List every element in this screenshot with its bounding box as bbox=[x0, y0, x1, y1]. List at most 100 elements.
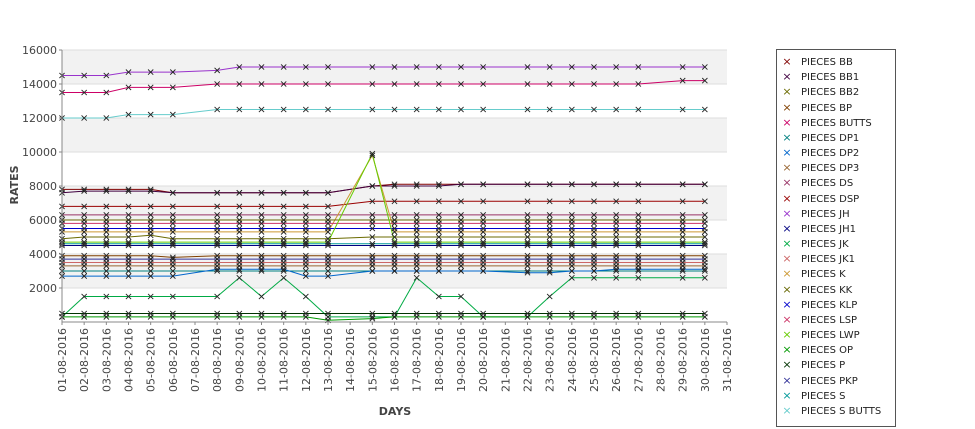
data-point-marker bbox=[458, 234, 464, 240]
data-point-marker bbox=[435, 64, 442, 70]
data-point-marker bbox=[480, 234, 487, 240]
data-point-marker bbox=[302, 310, 309, 317]
data-point-marker bbox=[568, 106, 575, 113]
data-point-marker bbox=[236, 268, 243, 274]
legend-marker-icon: × bbox=[782, 130, 792, 144]
x-tick-label: 16-08-2016 bbox=[389, 328, 402, 392]
data-point-marker bbox=[635, 225, 642, 232]
data-point-marker bbox=[236, 189, 243, 196]
data-point-marker bbox=[524, 198, 531, 205]
data-point-marker bbox=[369, 211, 376, 218]
data-point-marker bbox=[613, 64, 620, 70]
data-point-marker bbox=[280, 64, 287, 70]
data-point-marker bbox=[458, 256, 464, 263]
legend-item: × PIECES DP1 bbox=[781, 131, 859, 144]
series-line bbox=[62, 66, 705, 76]
data-point-marker bbox=[214, 189, 221, 196]
data-point-marker bbox=[679, 181, 686, 188]
data-point-marker bbox=[302, 203, 309, 210]
data-point-marker bbox=[147, 256, 154, 263]
data-point-marker bbox=[635, 274, 642, 281]
data-point-marker bbox=[302, 225, 309, 232]
data-point-marker bbox=[169, 211, 176, 218]
data-point-marker bbox=[103, 256, 110, 263]
data-point-marker bbox=[236, 240, 243, 247]
legend-marker-icon: × bbox=[782, 358, 792, 372]
data-point-marker bbox=[391, 239, 398, 246]
data-point-marker bbox=[302, 211, 309, 218]
data-point-marker bbox=[125, 69, 132, 76]
data-point-marker bbox=[613, 310, 620, 317]
data-point-marker bbox=[568, 239, 575, 246]
y-tick-label: 4000 bbox=[29, 248, 57, 261]
data-point-marker bbox=[325, 211, 331, 218]
data-point-marker bbox=[458, 293, 464, 300]
data-point-marker bbox=[302, 256, 309, 263]
data-point-marker bbox=[391, 198, 398, 205]
data-point-marker bbox=[302, 64, 309, 70]
data-point-marker bbox=[591, 106, 597, 113]
legend-label: PIECES K bbox=[801, 269, 846, 281]
data-point-marker bbox=[613, 81, 620, 87]
data-point-marker bbox=[169, 189, 176, 196]
data-point-marker bbox=[258, 310, 265, 317]
x-tick-label: 24-08-2016 bbox=[566, 328, 579, 392]
x-tick-label: 05-08-2016 bbox=[145, 328, 158, 392]
data-point-marker bbox=[435, 256, 442, 263]
legend-item: × PIECES JH bbox=[781, 207, 850, 220]
legend-item: × PIECES DSP bbox=[781, 192, 859, 205]
data-point-marker bbox=[524, 81, 531, 87]
data-point-marker bbox=[546, 269, 553, 276]
data-point-marker bbox=[325, 240, 331, 247]
data-point-marker bbox=[302, 240, 309, 247]
data-point-marker bbox=[435, 106, 442, 113]
legend-marker-icon: × bbox=[782, 70, 792, 84]
data-point-marker bbox=[103, 293, 110, 300]
legend-item: × PIECES P bbox=[781, 358, 845, 371]
legend-label: PIECES LWP bbox=[801, 330, 860, 341]
data-point-marker bbox=[302, 293, 309, 300]
data-point-marker bbox=[413, 239, 420, 246]
legend-label: PIECES KK bbox=[801, 284, 853, 296]
data-point-marker bbox=[568, 256, 575, 263]
data-point-marker bbox=[435, 81, 442, 87]
x-tick-label: 14-08-2016 bbox=[344, 328, 357, 392]
data-point-marker bbox=[679, 274, 686, 281]
legend-label: PIECES OP bbox=[801, 345, 854, 357]
data-point-marker bbox=[635, 211, 642, 218]
data-point-marker bbox=[280, 268, 287, 274]
data-point-marker bbox=[258, 106, 265, 113]
data-point-marker bbox=[280, 239, 287, 246]
series-line bbox=[62, 80, 705, 93]
legend-item: × PIECES PKP bbox=[781, 374, 857, 387]
data-point-marker bbox=[591, 256, 597, 263]
data-point-marker bbox=[546, 268, 553, 274]
legend-marker-icon: × bbox=[782, 312, 792, 326]
data-point-marker bbox=[325, 273, 331, 280]
data-point-marker bbox=[147, 225, 154, 232]
data-point-marker bbox=[81, 293, 88, 300]
legend-label: PIECES JH bbox=[801, 208, 850, 220]
data-point-marker bbox=[591, 64, 597, 70]
data-point-marker bbox=[524, 225, 531, 232]
data-point-marker bbox=[369, 225, 376, 232]
data-point-marker bbox=[125, 234, 132, 240]
data-point-marker bbox=[413, 81, 420, 87]
data-point-marker bbox=[103, 211, 110, 218]
legend-label: PIECES BUTTS bbox=[801, 117, 872, 129]
data-point-marker bbox=[125, 84, 132, 91]
data-point-marker bbox=[635, 234, 642, 240]
legend-marker-icon: × bbox=[782, 388, 792, 402]
data-point-marker bbox=[613, 225, 620, 232]
data-point-marker bbox=[458, 240, 464, 247]
legend-item: × PIECES LWP bbox=[781, 328, 860, 341]
data-point-marker bbox=[679, 64, 686, 70]
data-point-marker bbox=[679, 239, 686, 246]
data-point-marker bbox=[568, 268, 575, 274]
data-point-marker bbox=[435, 211, 442, 218]
data-point-marker bbox=[546, 220, 553, 227]
data-point-marker bbox=[81, 186, 88, 193]
data-point-marker bbox=[214, 240, 221, 247]
data-point-marker bbox=[280, 81, 287, 87]
data-point-marker bbox=[635, 240, 642, 247]
